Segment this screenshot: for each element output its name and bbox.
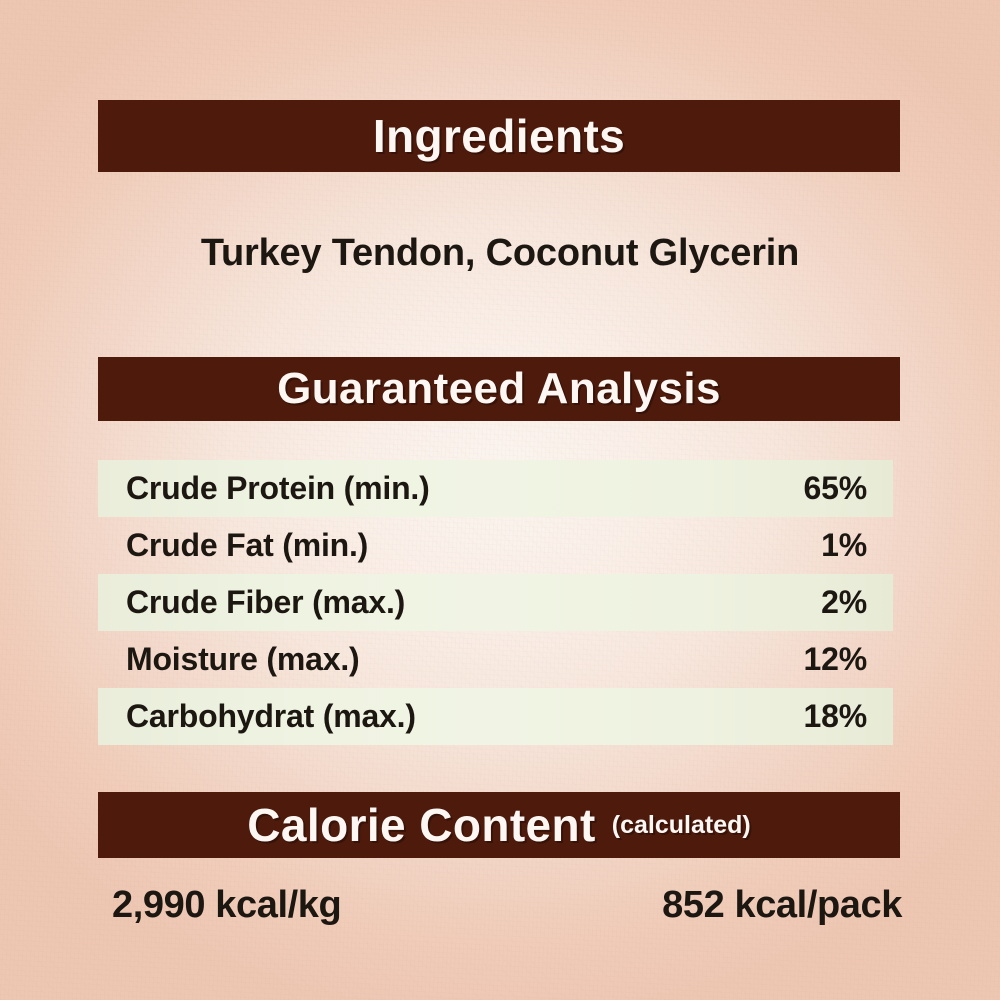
analysis-nutrient-label: Crude Fiber (max.) [126,584,406,620]
calorie-content-section-banner: Calorie Content (calculated) [98,792,900,858]
analysis-nutrient-value: 2% [821,584,867,620]
calorie-values-row: 2,990 kcal/kg 852 kcal/pack [112,884,902,927]
table-row: Moisture (max.) 12% [98,631,893,688]
table-row: Crude Fiber (max.) 2% [98,574,893,631]
calories-per-kg: 2,990 kcal/kg [112,884,342,926]
guaranteed-analysis-table: Crude Protein (min.) 65% Crude Fat (min.… [98,460,893,745]
ingredients-section-banner: Ingredients [98,100,900,172]
analysis-nutrient-label: Carbohydrat (max.) [126,698,416,734]
analysis-nutrient-value: 18% [803,698,868,734]
calories-per-pack: 852 kcal/pack [662,884,902,926]
analysis-nutrient-label: Crude Fat (min.) [126,527,369,563]
guaranteed-analysis-heading: Guaranteed Analysis [277,364,721,413]
analysis-nutrient-label: Moisture (max.) [126,641,360,677]
ingredients-list-text: Turkey Tendon, Coconut Glycerin [200,232,800,274]
calorie-content-subheading: (calculated) [611,810,751,839]
analysis-nutrient-label: Crude Protein (min.) [126,470,430,506]
analysis-nutrient-value: 12% [803,641,868,677]
table-row: Crude Protein (min.) 65% [98,460,893,517]
table-row: Crude Fat (min.) 1% [98,517,893,574]
table-row: Carbohydrat (max.) 18% [98,688,893,745]
ingredients-heading: Ingredients [372,110,626,162]
guaranteed-analysis-section-banner: Guaranteed Analysis [98,357,900,421]
analysis-nutrient-value: 65% [803,470,868,506]
analysis-nutrient-value: 1% [821,527,867,563]
calorie-content-heading: Calorie Content [247,799,596,851]
